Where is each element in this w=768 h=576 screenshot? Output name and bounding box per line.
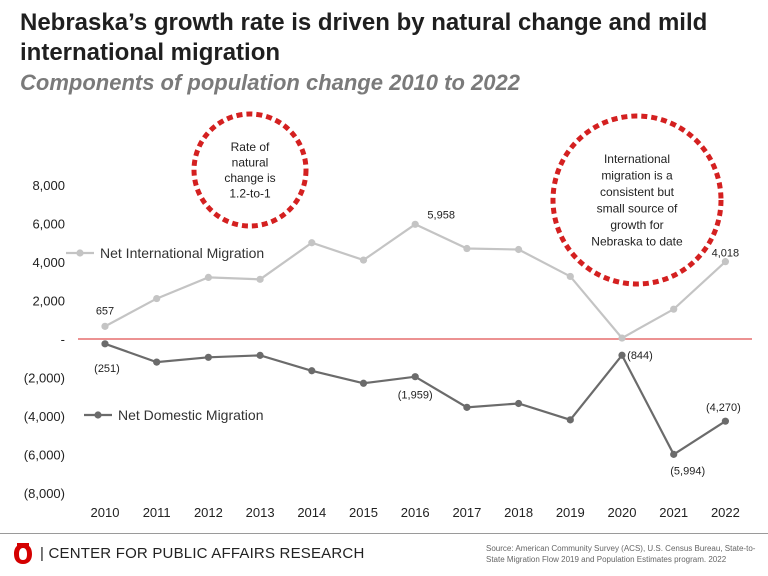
y-tick-label: 8,000 <box>32 178 65 193</box>
footer-divider <box>0 533 768 534</box>
data-point <box>721 417 730 425</box>
callout-circle <box>550 113 724 287</box>
x-tick-label: 2010 <box>91 505 120 520</box>
legend-marker <box>94 411 102 419</box>
callout-circle <box>191 111 309 229</box>
data-point <box>308 239 316 247</box>
data-label: 4,018 <box>712 248 740 260</box>
data-point <box>566 272 574 281</box>
x-tick-label: 2019 <box>556 505 585 520</box>
callout-text-line: Nebraska to date <box>591 234 683 248</box>
data-label: (251) <box>94 363 120 375</box>
x-tick-label: 2020 <box>608 505 637 520</box>
data-point <box>153 294 161 303</box>
source-note: Source: American Community Survey (ACS),… <box>486 544 756 564</box>
data-point <box>256 351 264 359</box>
callout-text-line: natural <box>232 155 269 169</box>
y-tick-label: - <box>61 332 65 347</box>
callout-text-line: small source of <box>597 201 678 215</box>
data-point <box>359 256 368 264</box>
x-tick-label: 2021 <box>659 505 688 520</box>
callout-text-line: International <box>604 152 670 166</box>
y-tick-label: 4,000 <box>32 255 65 270</box>
x-tick-label: 2018 <box>504 505 533 520</box>
university-logo-icon <box>14 543 32 564</box>
y-tick-label: 6,000 <box>32 217 65 232</box>
data-point <box>566 416 574 424</box>
x-tick-label: 2012 <box>194 505 223 520</box>
legend-label: Net Domestic Migration <box>118 407 264 423</box>
data-point <box>618 351 626 359</box>
chart-title: Nebraska’s growth rate is driven by natu… <box>20 9 708 66</box>
x-tick-label: 2013 <box>246 505 275 520</box>
population-change-chart: 8,000 6,000 4,000 2,000 - (2,000) (4,000) (6,00… <box>24 111 752 520</box>
data-point <box>101 322 109 330</box>
data-point <box>411 220 419 228</box>
y-tick-label: (6,000) <box>24 448 65 463</box>
callout-text-line: consistent but <box>600 185 675 199</box>
x-tick-label: 2022 <box>711 505 740 520</box>
callout-text-line: change is <box>224 171 275 185</box>
data-point <box>463 244 471 253</box>
callout-text-line: growth for <box>610 218 663 232</box>
callout-text-line: 1.2-to-1 <box>229 186 271 200</box>
data-label: (4,270) <box>706 402 741 414</box>
x-tick-label: 2017 <box>452 505 481 520</box>
data-point <box>204 273 212 281</box>
data-point <box>515 245 523 254</box>
callout-text-line: Rate of <box>231 140 270 154</box>
data-label: (5,994) <box>670 465 705 477</box>
data-label: (1,959) <box>398 390 433 402</box>
callout-text-line: migration is a <box>601 168 673 182</box>
data-label: 5,958 <box>427 209 455 221</box>
data-point <box>618 334 626 342</box>
y-tick-label: (8,000) <box>24 486 65 501</box>
y-tick-label: (2,000) <box>24 371 65 386</box>
data-point <box>670 305 678 313</box>
data-point <box>308 367 316 375</box>
data-point <box>515 399 523 408</box>
data-point <box>256 275 264 283</box>
x-tick-label: 2015 <box>349 505 378 520</box>
data-label: 657 <box>96 305 114 317</box>
legend-label: Net International Migration <box>100 245 264 261</box>
data-point <box>153 358 161 366</box>
data-point <box>101 340 109 348</box>
org-name: | CENTER FOR PUBLIC AFFAIRS RESEARCH <box>40 545 365 562</box>
x-tick-label: 2016 <box>401 505 430 520</box>
data-point <box>670 450 678 458</box>
data-point <box>359 379 368 387</box>
data-point <box>721 258 730 266</box>
y-tick-label: (4,000) <box>24 409 65 424</box>
x-tick-label: 2011 <box>143 505 171 520</box>
y-tick-label: 2,000 <box>32 294 65 309</box>
chart-subtitle: Components of population change 2010 to … <box>20 70 520 95</box>
data-point <box>411 373 419 381</box>
data-point <box>204 353 212 361</box>
x-tick-label: 2014 <box>297 505 326 520</box>
data-point <box>463 403 471 411</box>
legend-marker <box>76 249 84 257</box>
data-label: (844) <box>627 350 653 362</box>
